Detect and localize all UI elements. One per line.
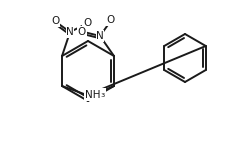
Text: NH: NH <box>85 90 101 100</box>
Text: O: O <box>83 18 91 28</box>
Text: CH₃: CH₃ <box>86 89 106 99</box>
Text: O: O <box>78 27 86 37</box>
Text: O: O <box>51 16 59 26</box>
Text: N: N <box>66 27 74 37</box>
Text: O: O <box>107 15 115 25</box>
Text: N: N <box>96 31 104 41</box>
